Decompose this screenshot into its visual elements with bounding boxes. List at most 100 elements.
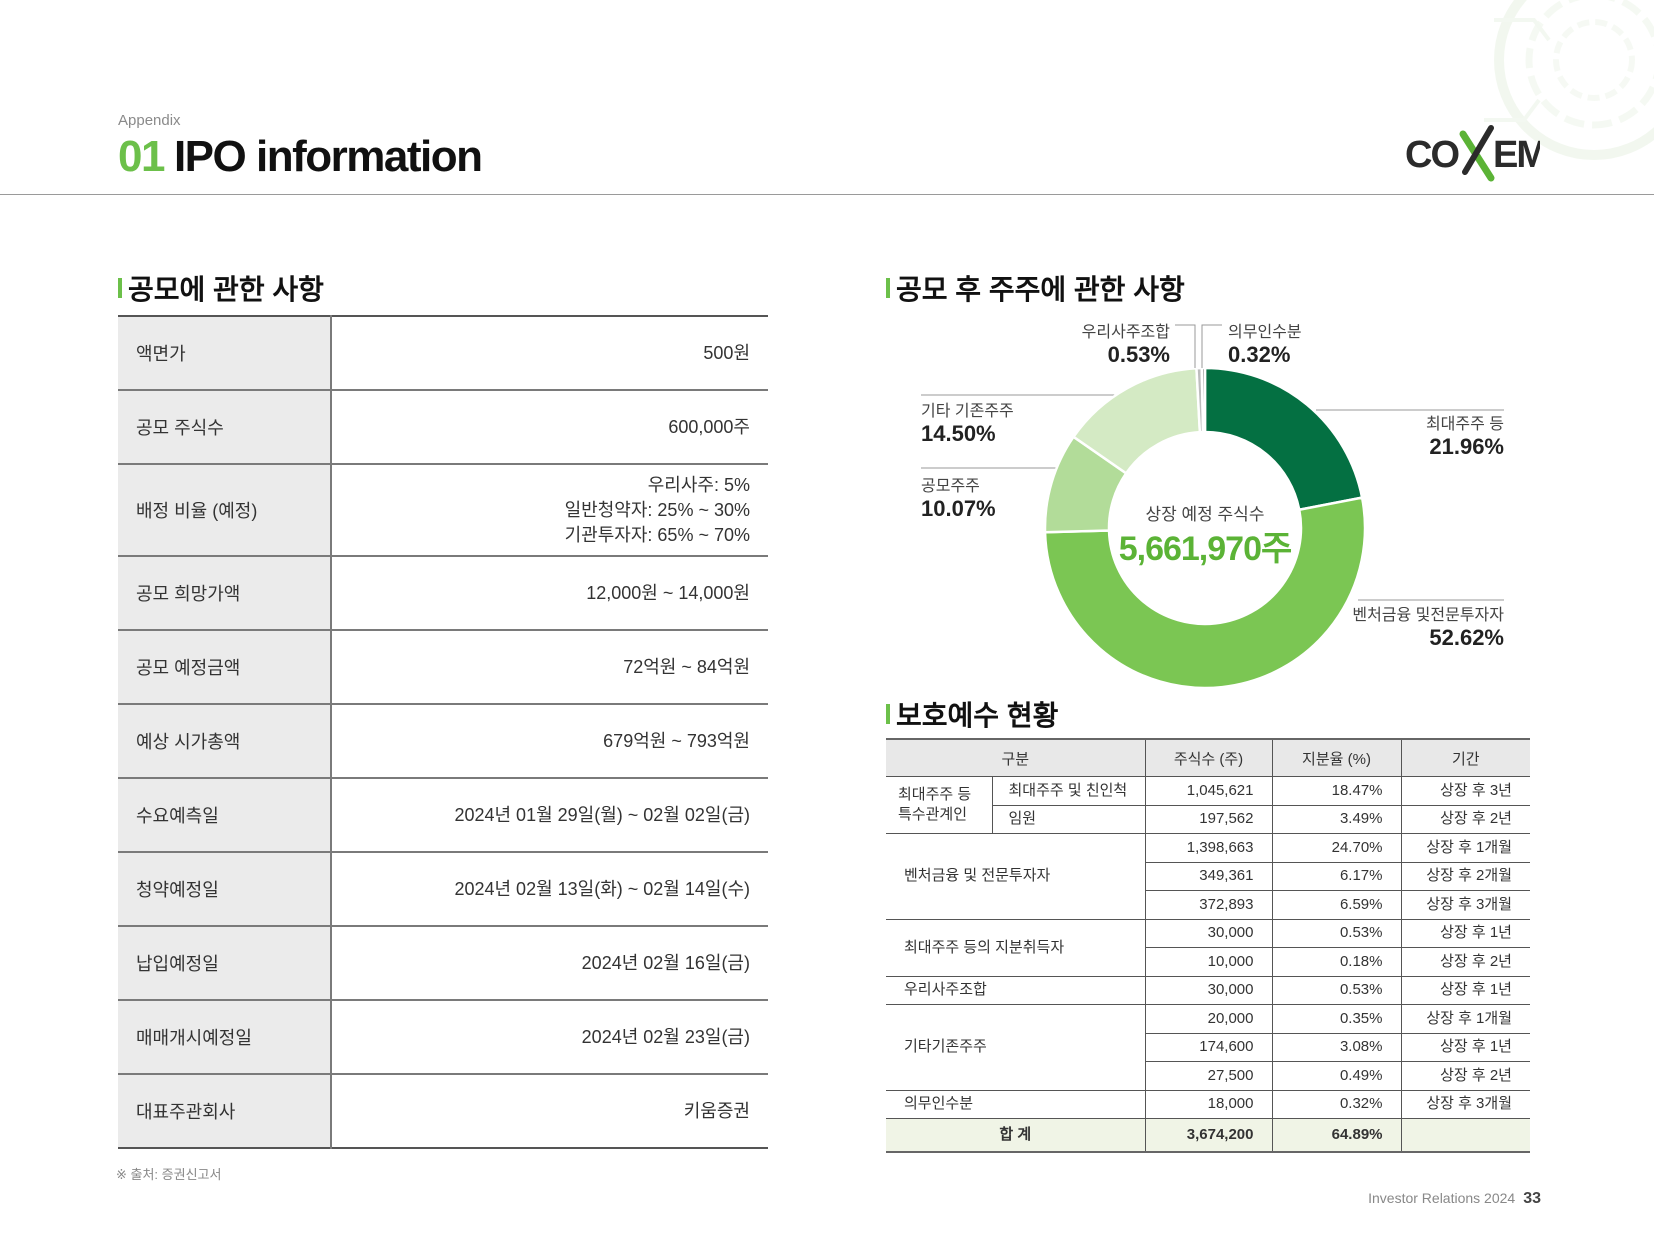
shares-cell: 18,000 <box>1144 1090 1272 1119</box>
footer-text: Investor Relations 2024 <box>1368 1190 1516 1206</box>
category-cell: 기타기존주주 <box>886 1004 1145 1091</box>
shares-cell: 30,000 <box>1144 976 1272 1005</box>
ratio-cell: 6.17% <box>1271 862 1401 891</box>
category-cell: 최대주주 등 특수관계인 <box>886 776 992 834</box>
row-value: 2024년 02월 16일(금) <box>331 926 768 1001</box>
ratio-cell: 6.59% <box>1271 890 1401 920</box>
source-note: ※ 출처: 증권신고서 <box>116 1167 222 1182</box>
table-row: 372,893 6.59% 상장 후 3개월 <box>886 890 1530 920</box>
slice-label-mandatory-underwriting: 의무인수분 0.32% <box>1228 324 1302 367</box>
row-label: 수요예측일 <box>118 778 332 853</box>
table-row: 수요예측일 2024년 01월 29일(월) ~ 02월 02일(금) <box>118 778 768 853</box>
header-shares: 주식수 (주) <box>1144 739 1272 777</box>
table-row: 대표주관회사 키움증권 <box>118 1074 768 1148</box>
lockup-section-title: 보호예수 현황 <box>886 694 1058 734</box>
donut-slice-1 <box>1045 496 1365 688</box>
shares-cell: 1,045,621 <box>1144 776 1272 806</box>
row-label: 공모 희망가액 <box>118 556 332 631</box>
ratio-cell: 0.53% <box>1271 919 1401 948</box>
period-cell: 상장 후 3년 <box>1400 776 1530 806</box>
period-cell: 상장 후 1개월 <box>1400 833 1530 863</box>
company-logo: CO EM <box>1405 125 1540 182</box>
table-row: 임원 197,562 3.49% 상장 후 2년 <box>886 805 1530 834</box>
period-cell: 상장 후 2년 <box>1400 1061 1530 1091</box>
slice-label-largest-shareholder: 최대주주 등 21.96% <box>1425 416 1504 459</box>
ratio-cell: 0.53% <box>1271 976 1401 1005</box>
shares-cell: 10,000 <box>1144 947 1272 977</box>
period-cell: 상장 후 3개월 <box>1400 1090 1530 1119</box>
header-divider <box>0 194 1654 195</box>
row-value: 2024년 02월 23일(금) <box>331 1000 768 1075</box>
row-value: 12,000원 ~ 14,000원 <box>331 556 768 631</box>
category-cell: 의무인수분 <box>886 1090 1145 1119</box>
title-text: IPO information <box>173 132 483 181</box>
header-ratio: 지분율 (%) <box>1271 739 1401 777</box>
ratio-cell: 18.47% <box>1271 776 1401 806</box>
donut-center-label: 상장 예정 주식수 <box>1145 505 1265 524</box>
row-value: 500원 <box>331 316 768 391</box>
table-row: 의무인수분 18,000 0.32% 상장 후 3개월 <box>886 1090 1530 1119</box>
subcategory-cell: 최대주주 및 친인척 <box>991 776 1145 806</box>
shares-cell: 349,361 <box>1144 862 1272 891</box>
ipo-section-title: 공모에 관한 사항 <box>118 268 324 308</box>
period-cell: 상장 후 2년 <box>1400 947 1530 977</box>
table-row: 174,600 3.08% 상장 후 1년 <box>886 1033 1530 1062</box>
total-period <box>1400 1118 1530 1152</box>
period-cell: 상장 후 3개월 <box>1400 890 1530 920</box>
total-label: 합 계 <box>886 1118 1145 1152</box>
svg-text:EM: EM <box>1493 134 1540 176</box>
row-value: 72억원 ~ 84억원 <box>331 630 768 705</box>
table-row: 최대주주 등의 지분취득자 30,000 0.53% 상장 후 1년 <box>886 919 1530 977</box>
row-label: 대표주관회사 <box>118 1074 332 1148</box>
shares-cell: 372,893 <box>1144 890 1272 920</box>
table-row: 27,500 0.49% 상장 후 2년 <box>886 1061 1530 1091</box>
page-title: 01 IPO information <box>118 132 483 182</box>
ratio-cell: 24.70% <box>1271 833 1401 863</box>
total-ratio: 64.89% <box>1271 1118 1401 1152</box>
total-shares: 3,674,200 <box>1144 1118 1272 1152</box>
table-row: 공모 주식수 600,000주 <box>118 390 768 465</box>
title-accent-bar <box>118 278 122 298</box>
shares-cell: 30,000 <box>1144 919 1272 948</box>
page-footer: Investor Relations 2024 33 <box>1368 1190 1541 1208</box>
row-label: 액면가 <box>118 316 332 391</box>
shares-cell: 174,600 <box>1144 1033 1272 1062</box>
row-value: 679억원 ~ 793억원 <box>331 704 768 779</box>
donut-slice-5 <box>1200 368 1207 434</box>
table-row: 청약예정일 2024년 02월 13일(화) ~ 02월 14일(수) <box>118 852 768 927</box>
table-total-row: 합 계 3,674,200 64.89% <box>886 1118 1530 1152</box>
donut-center-value: 5,661,970주 <box>1118 530 1293 568</box>
table-row: 우리사주조합 30,000 0.53% 상장 후 1년 <box>886 976 1530 1005</box>
shares-cell: 1,398,663 <box>1144 833 1272 863</box>
table-row: 예상 시가총액 679억원 ~ 793억원 <box>118 704 768 779</box>
table-row: 벤처금융 및 전문투자자 1,398,663 24.70% 상장 후 1개월 <box>886 833 1530 920</box>
header-category: 구분 <box>886 739 1145 777</box>
shareholder-section-title: 공모 후 주주에 관한 사항 <box>886 268 1185 308</box>
shares-cell: 20,000 <box>1144 1004 1272 1034</box>
page-number: 33 <box>1523 1190 1541 1207</box>
title-accent-bar <box>886 278 890 298</box>
row-label: 공모 주식수 <box>118 390 332 465</box>
table-row: 배정 비율 (예정) 우리사주: 5% 일반청약자: 25% ~ 30% 기관투자자:… <box>118 464 768 557</box>
slice-label-employee-stock: 우리사주조합 0.53% <box>1081 324 1170 367</box>
period-cell: 상장 후 1년 <box>1400 976 1530 1005</box>
ratio-cell: 3.49% <box>1271 805 1401 834</box>
row-label: 청약예정일 <box>118 852 332 927</box>
row-value: 키움증권 <box>683 1100 750 1121</box>
table-row: 공모 희망가액 12,000원 ~ 14,000원 <box>118 556 768 631</box>
row-value: 2024년 02월 13일(화) ~ 02월 14일(수) <box>331 852 768 927</box>
row-label: 예상 시가총액 <box>118 704 332 779</box>
table-row: 10,000 0.18% 상장 후 2년 <box>886 947 1530 977</box>
category-cell: 우리사주조합 <box>886 976 1145 1005</box>
row-value: 2024년 01월 29일(월) ~ 02월 02일(금) <box>331 778 768 853</box>
category-cell: 벤처금융 및 전문투자자 <box>886 833 1145 920</box>
table-row: 공모 예정금액 72억원 ~ 84억원 <box>118 630 768 705</box>
row-label: 매매개시예정일 <box>118 1000 332 1075</box>
period-cell: 상장 후 1년 <box>1400 1033 1530 1062</box>
period-cell: 상장 후 2년 <box>1400 805 1530 834</box>
svg-text:CO: CO <box>1405 134 1458 176</box>
decorative-circuit-graphic <box>1484 0 1654 160</box>
title-accent-bar <box>886 704 890 724</box>
table-row: 349,361 6.17% 상장 후 2개월 <box>886 862 1530 891</box>
period-cell: 상장 후 1년 <box>1400 919 1530 948</box>
